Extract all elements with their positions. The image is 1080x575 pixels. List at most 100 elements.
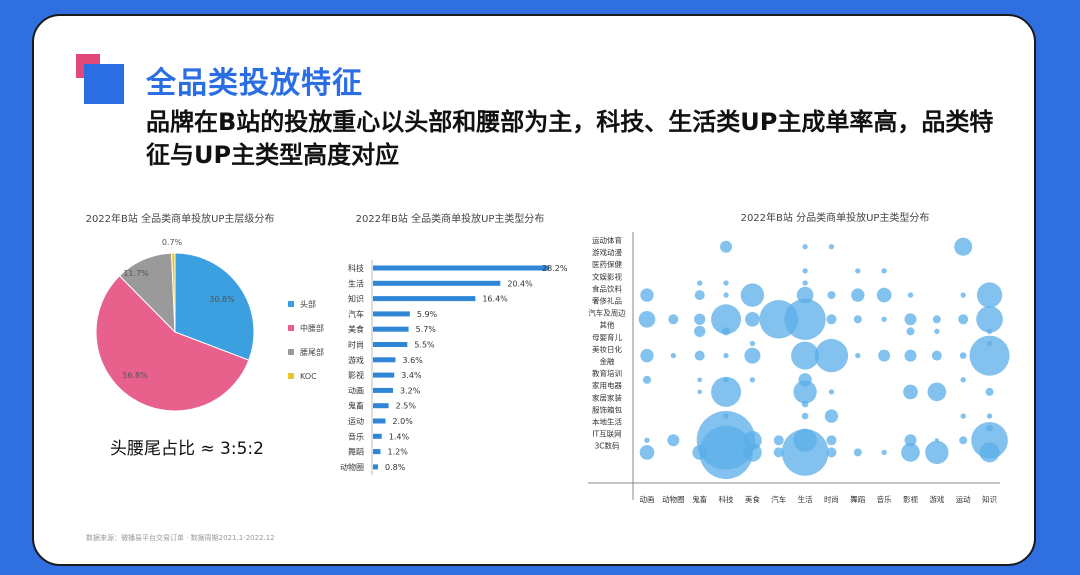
bubble-point xyxy=(826,447,837,458)
bubble-point xyxy=(711,304,742,335)
bubble-point xyxy=(855,268,861,274)
bubble-point xyxy=(711,376,742,407)
bubble-point xyxy=(904,313,917,326)
bubble-point xyxy=(976,305,1003,333)
bubble-point xyxy=(793,380,817,404)
bubble-x-label: 生活 xyxy=(798,494,813,504)
bubble-point xyxy=(958,314,969,325)
bubble-x-label: 动物圈 xyxy=(662,494,685,504)
bubble-point xyxy=(640,348,654,363)
bubble-point xyxy=(827,291,836,300)
bubble-point xyxy=(826,314,837,325)
bubble-y-label: IT互联网 xyxy=(592,430,621,439)
legend-swatch xyxy=(288,301,294,307)
bubble-x-label: 鬼畜 xyxy=(692,494,707,504)
bubble-point xyxy=(907,292,914,298)
bubble-point xyxy=(878,349,891,362)
pie-slice-label: 56.8% xyxy=(122,371,148,380)
bar-category-label: 运动 xyxy=(348,416,364,426)
bar-category-label: 影视 xyxy=(348,370,364,380)
bar-5 xyxy=(373,342,408,347)
bar-0 xyxy=(373,265,549,271)
bar-value-label: 20.4% xyxy=(507,279,533,288)
pie-slice-label: 30.8% xyxy=(209,295,235,304)
bubble-x-label: 美食 xyxy=(745,494,760,504)
bubble-point xyxy=(881,316,887,322)
bar-category-label: 游戏 xyxy=(348,355,364,365)
bubble-point xyxy=(959,436,968,445)
legend-label: 中腰部 xyxy=(300,323,324,333)
bubble-y-label: 母婴育儿 xyxy=(592,332,622,342)
bar-category-label: 动物圈 xyxy=(340,462,364,472)
bubble-point xyxy=(694,313,706,325)
bubble-point xyxy=(773,435,784,446)
bubble-x-label: 影视 xyxy=(903,494,918,504)
legend-item: 头部 xyxy=(288,292,324,316)
bubble-point xyxy=(881,268,887,274)
bubble-point xyxy=(960,377,966,383)
bubble-x-label: 运动 xyxy=(956,494,971,504)
bubble-point xyxy=(824,409,839,423)
bubble-point xyxy=(644,437,650,443)
bubble-point xyxy=(960,292,966,298)
bubble-point xyxy=(881,449,887,456)
pie-chart-title: 2022年B站 全品类商单投放UP主层级分布 xyxy=(85,214,275,225)
bubble-point xyxy=(723,292,729,298)
bubble-point xyxy=(904,434,917,447)
bubble-y-label: 金融 xyxy=(600,356,615,366)
bubble-point xyxy=(694,290,705,301)
bar-category-label: 鬼畜 xyxy=(348,401,364,411)
bubble-point xyxy=(773,447,784,458)
bar-category-label: 音乐 xyxy=(348,431,364,441)
bubble-point xyxy=(801,412,809,420)
bar-1 xyxy=(373,280,501,286)
bubble-y-label: 家居家装 xyxy=(592,392,622,402)
bubble-point xyxy=(743,443,762,462)
bubble-y-label: 其他 xyxy=(600,320,615,330)
bar-11 xyxy=(373,433,382,439)
bar-category-label: 汽车 xyxy=(348,309,364,319)
bar-7 xyxy=(373,372,395,378)
bubble-point xyxy=(927,382,947,402)
bubble-point xyxy=(954,237,973,256)
bubble-point xyxy=(979,442,1000,463)
legend-label: 头部 xyxy=(300,299,316,309)
bubble-point xyxy=(694,325,706,338)
bubble-point xyxy=(802,268,808,274)
bubble-point xyxy=(903,384,918,400)
bubble-point xyxy=(639,445,655,460)
bar-6 xyxy=(373,357,396,363)
legend-swatch xyxy=(288,373,294,379)
bubble-y-label: 奢侈礼品 xyxy=(592,296,622,306)
bubble-point xyxy=(720,240,733,253)
bubble-x-label: 游戏 xyxy=(929,494,944,504)
bubble-point xyxy=(931,350,942,361)
bar-value-label: 5.7% xyxy=(416,325,437,334)
legend-item: 腰尾部 xyxy=(288,340,324,364)
bubble-point xyxy=(670,352,677,359)
bubble-x-label: 时尚 xyxy=(824,494,839,504)
bubble-point xyxy=(934,328,940,335)
bubble-y-label: 美妆日化 xyxy=(592,344,622,354)
bubble-point xyxy=(744,347,761,364)
bar-12 xyxy=(373,449,381,455)
bubble-point xyxy=(851,288,865,302)
slide-title: 全品类投放特征 xyxy=(146,66,363,101)
bubble-point xyxy=(699,425,753,480)
bubble-point xyxy=(745,311,760,327)
bar-value-label: 5.9% xyxy=(417,310,438,319)
bar-value-label: 2.5% xyxy=(396,402,417,411)
bubble-y-label: 运动体育 xyxy=(592,235,622,245)
bubble-point xyxy=(828,389,835,395)
legend-swatch xyxy=(288,325,294,331)
bubble-point xyxy=(976,282,1003,308)
bar-category-label: 动画 xyxy=(348,385,364,395)
bar-9 xyxy=(373,403,389,409)
pie-legend: 头部 中腰部 腰尾部 KOC xyxy=(288,292,324,388)
bubble-y-label: 汽车及周边 xyxy=(588,308,626,318)
ratio-note: 头腰尾占比 ≈ 3:5:2 xyxy=(110,439,264,459)
bubble-x-label: 动画 xyxy=(640,494,655,504)
bubble-point xyxy=(640,288,654,302)
bubble-point xyxy=(740,283,765,307)
bubble-y-label: 食品饮料 xyxy=(592,283,622,293)
